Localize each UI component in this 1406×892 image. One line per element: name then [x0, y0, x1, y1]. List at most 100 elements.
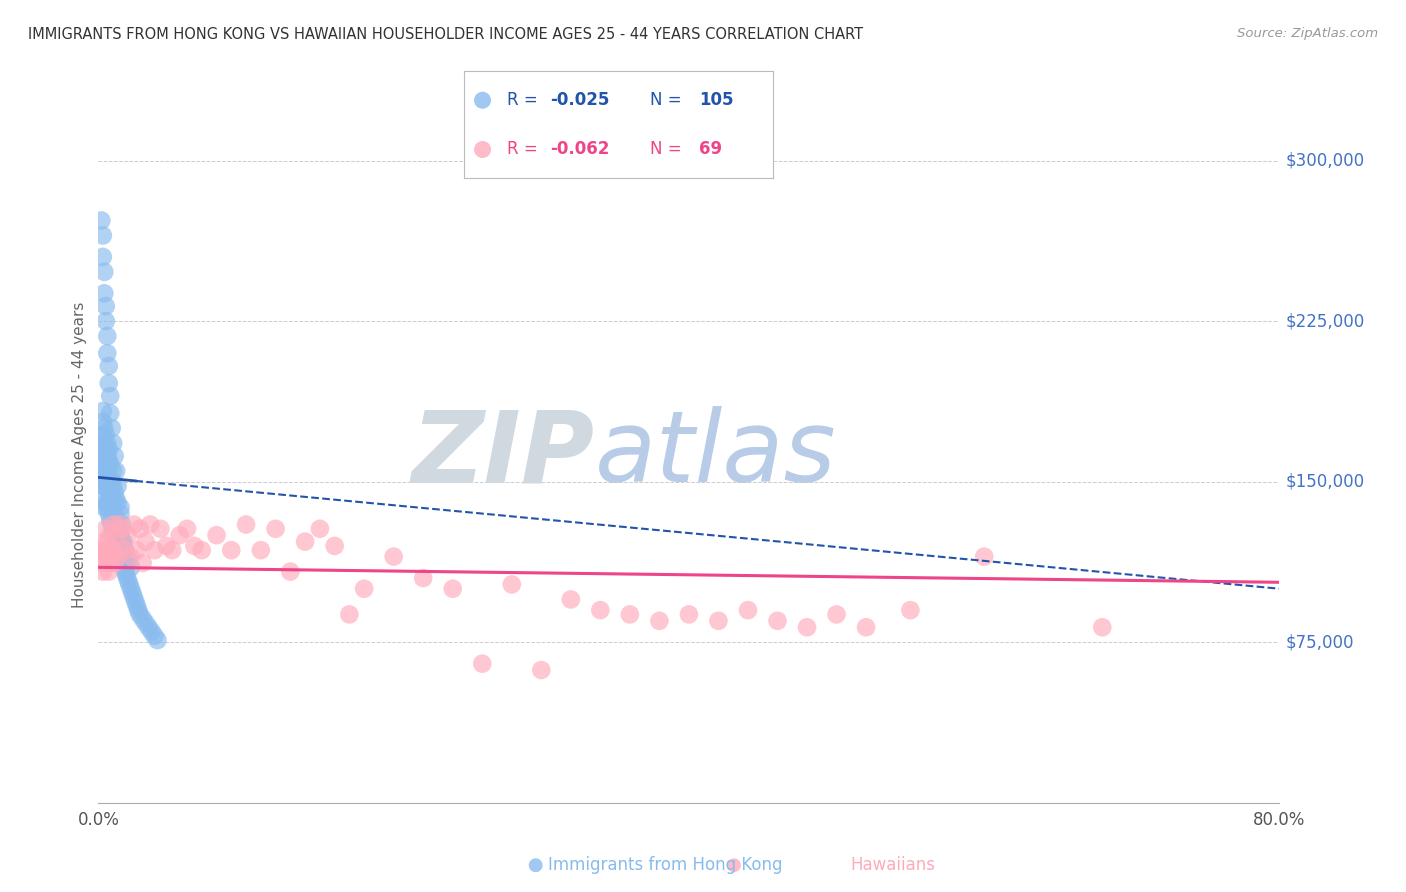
Point [183, 539, 205, 553]
Point [128, 607, 150, 622]
Point [100, 517, 122, 532]
Point [110, 543, 132, 558]
Point [471, 657, 494, 671]
Point [97, 453, 120, 467]
Point [94, 314, 117, 328]
Point [96, 464, 118, 478]
Point [139, 517, 162, 532]
Text: $225,000: $225,000 [1285, 312, 1365, 330]
Point [471, 143, 494, 157]
Point [90, 543, 112, 558]
Point [141, 624, 163, 639]
Point [105, 528, 128, 542]
Point [115, 556, 138, 570]
Point [737, 603, 759, 617]
Point [103, 464, 125, 478]
Point [441, 582, 464, 596]
Point [94, 427, 117, 442]
Point [678, 607, 700, 622]
Point [96, 449, 118, 463]
Point [111, 522, 134, 536]
Point [93, 464, 115, 478]
Point [138, 620, 160, 634]
Text: $150,000: $150,000 [1285, 473, 1364, 491]
Point [96, 500, 118, 515]
Point [128, 522, 150, 536]
Point [91, 565, 114, 579]
Point [91, 427, 114, 442]
Point [96, 346, 118, 360]
Point [122, 591, 145, 605]
Point [530, 663, 553, 677]
Point [264, 522, 287, 536]
Point [94, 299, 117, 313]
Point [111, 534, 134, 549]
Point [1091, 620, 1114, 634]
Point [108, 517, 131, 532]
Point [176, 522, 198, 536]
Point [235, 517, 257, 532]
Point [707, 614, 730, 628]
Point [91, 250, 114, 264]
Point [294, 534, 316, 549]
Point [104, 507, 127, 521]
Point [100, 496, 122, 510]
Point [91, 415, 114, 429]
Point [93, 500, 115, 515]
Point [90, 464, 112, 478]
Point [97, 359, 120, 373]
Point [96, 436, 118, 450]
Point [100, 475, 122, 489]
Text: -0.062: -0.062 [551, 141, 610, 159]
Point [122, 517, 145, 532]
Point [766, 614, 789, 628]
Point [103, 436, 125, 450]
Point [412, 571, 434, 585]
Point [973, 549, 995, 564]
Point [94, 496, 117, 510]
Point [97, 507, 120, 521]
Point [107, 479, 129, 493]
Point [155, 539, 177, 553]
Point [143, 543, 166, 558]
Point [90, 479, 112, 493]
Point [111, 517, 134, 532]
Point [97, 442, 120, 457]
Point [89, 556, 111, 570]
Point [94, 543, 117, 558]
Point [91, 475, 114, 489]
Point [94, 458, 117, 472]
Point [382, 549, 405, 564]
Point [111, 556, 134, 570]
Point [97, 470, 120, 484]
Text: Immigrants from Hong Kong: Immigrants from Hong Kong [548, 856, 783, 874]
Point [118, 577, 141, 591]
Point [120, 549, 142, 564]
Point [97, 376, 120, 391]
Point [103, 517, 125, 532]
Point [121, 586, 143, 600]
Point [117, 551, 139, 566]
Point [93, 549, 115, 564]
Point [501, 577, 523, 591]
Point [97, 543, 120, 558]
Text: IMMIGRANTS FROM HONG KONG VS HAWAIIAN HOUSEHOLDER INCOME AGES 25 - 44 YEARS CORR: IMMIGRANTS FROM HONG KONG VS HAWAIIAN HO… [28, 27, 863, 42]
Point [90, 449, 112, 463]
Point [219, 543, 242, 558]
Point [98, 389, 121, 403]
Point [103, 479, 125, 493]
Point [110, 528, 132, 542]
Point [100, 421, 122, 435]
Point [89, 464, 111, 478]
Point [278, 565, 302, 579]
Point [723, 858, 745, 872]
Point [98, 475, 121, 489]
Point [115, 569, 138, 583]
Text: R =: R = [508, 141, 543, 159]
Point [90, 436, 112, 450]
Point [110, 507, 132, 521]
Point [91, 404, 114, 418]
Point [93, 286, 115, 301]
Point [89, 453, 111, 467]
Point [93, 421, 115, 435]
